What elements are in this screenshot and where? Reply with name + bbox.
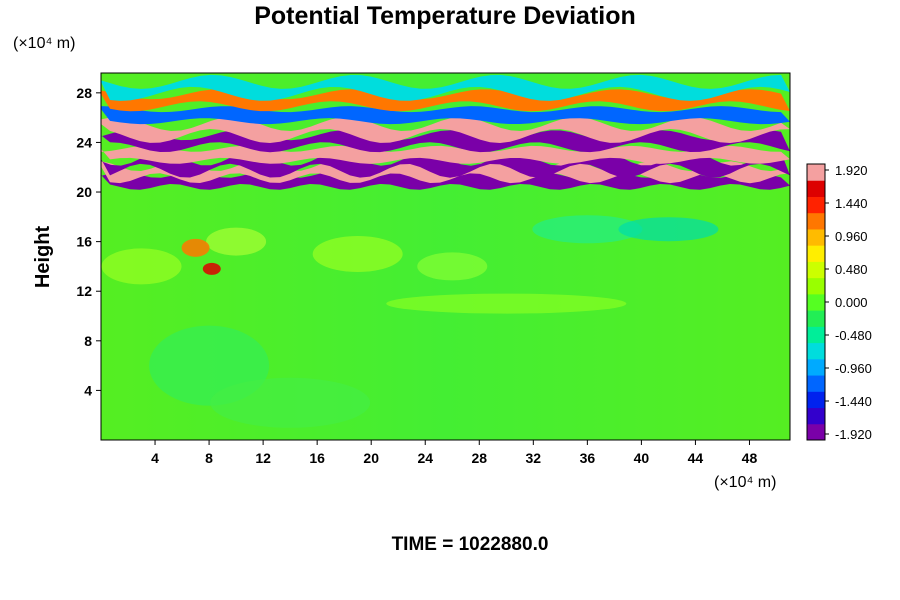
colorbar-swatch bbox=[807, 228, 825, 246]
field-band bbox=[101, 74, 790, 101]
colorbar-tick-label: -0.480 bbox=[835, 328, 872, 343]
x-axis-unit: (×10⁴ m) bbox=[714, 474, 776, 491]
x-tick-label: 40 bbox=[634, 450, 650, 466]
colorbar-swatch bbox=[807, 196, 825, 214]
colorbar-tick-label: 0.960 bbox=[835, 229, 868, 244]
colorbar-tick-label: 0.480 bbox=[835, 262, 868, 277]
field-patch bbox=[202, 262, 221, 275]
y-tick-label: 12 bbox=[76, 283, 92, 299]
y-tick-label: 8 bbox=[84, 333, 92, 349]
colorbar-swatch bbox=[807, 261, 825, 279]
y-axis: 4 8 12 16 20 24 28 bbox=[76, 85, 101, 398]
colorbar-swatch bbox=[807, 342, 825, 360]
colorbar-tick-label: 1.440 bbox=[835, 196, 868, 211]
x-tick-label: 12 bbox=[255, 450, 271, 466]
colorbar-swatch bbox=[807, 391, 825, 409]
y-tick-label: 4 bbox=[84, 382, 92, 398]
colorbar-swatch bbox=[807, 310, 825, 327]
colorbar-tick-label: 0.000 bbox=[835, 295, 868, 310]
y-tick-label: 16 bbox=[76, 234, 92, 250]
x-tick-label: 44 bbox=[688, 450, 704, 466]
x-tick-label: 36 bbox=[580, 450, 596, 466]
colorbar-tick-label: -1.920 bbox=[835, 427, 872, 442]
colorbar-tick-label: -0.960 bbox=[835, 361, 872, 376]
field-band bbox=[101, 130, 790, 153]
field-patch bbox=[210, 377, 371, 428]
y-axis-unit: (×10⁴ m) bbox=[13, 35, 75, 52]
field-patch bbox=[101, 248, 182, 285]
y-tick-label: 20 bbox=[76, 184, 92, 200]
field-patch bbox=[618, 217, 719, 242]
field-patch bbox=[206, 227, 267, 256]
plot-frame bbox=[100, 72, 791, 441]
field-patch bbox=[181, 238, 210, 257]
x-tick-label: 24 bbox=[417, 450, 433, 466]
x-tick-label: 28 bbox=[471, 450, 487, 466]
field-patch bbox=[417, 252, 488, 281]
x-tick-label: 20 bbox=[363, 450, 379, 466]
colorbar-swatch bbox=[807, 277, 825, 295]
plot-area bbox=[101, 73, 790, 440]
x-tick-label: 8 bbox=[205, 450, 213, 466]
field-band bbox=[101, 151, 790, 178]
x-tick-label: 48 bbox=[742, 450, 758, 466]
colorbar-swatch bbox=[807, 326, 825, 344]
colorbar-swatch bbox=[807, 164, 825, 181]
field-band bbox=[101, 89, 790, 112]
colorbar-tick-label: -1.440 bbox=[835, 394, 872, 409]
time-annotation: TIME = 1022880.0 bbox=[392, 534, 549, 555]
field-patch bbox=[386, 293, 627, 314]
field-band bbox=[101, 106, 790, 125]
y-tick-label: 24 bbox=[76, 134, 92, 150]
chart-title: Potential Temperature Deviation bbox=[254, 2, 636, 30]
x-tick-label: 4 bbox=[151, 450, 159, 466]
y-axis-label: Height bbox=[32, 226, 54, 289]
colorbar-swatch bbox=[807, 180, 825, 197]
colorbar: 1.920 1.440 0.960 0.480 0.000 -0.480 -0.960 -1.… bbox=[806, 163, 872, 442]
colorbar-swatch bbox=[807, 212, 825, 230]
colorbar-swatch bbox=[807, 245, 825, 262]
x-tick-label: 32 bbox=[526, 450, 542, 466]
colorbar-tick-label: 1.920 bbox=[835, 163, 868, 178]
colorbar-swatch bbox=[807, 423, 825, 441]
colorbar-swatch bbox=[807, 407, 825, 425]
field-band bbox=[101, 117, 790, 144]
colorbar-swatch bbox=[807, 293, 825, 311]
field-patch bbox=[532, 215, 643, 244]
x-axis: 4 8 12 16 20 24 28 32 36 40 44 48 bbox=[151, 440, 757, 466]
colorbar-swatch bbox=[807, 358, 825, 376]
x-tick-label: 16 bbox=[309, 450, 325, 466]
field-patch bbox=[312, 236, 403, 273]
colorbar-swatch bbox=[807, 375, 825, 392]
y-tick-label: 28 bbox=[76, 85, 92, 101]
